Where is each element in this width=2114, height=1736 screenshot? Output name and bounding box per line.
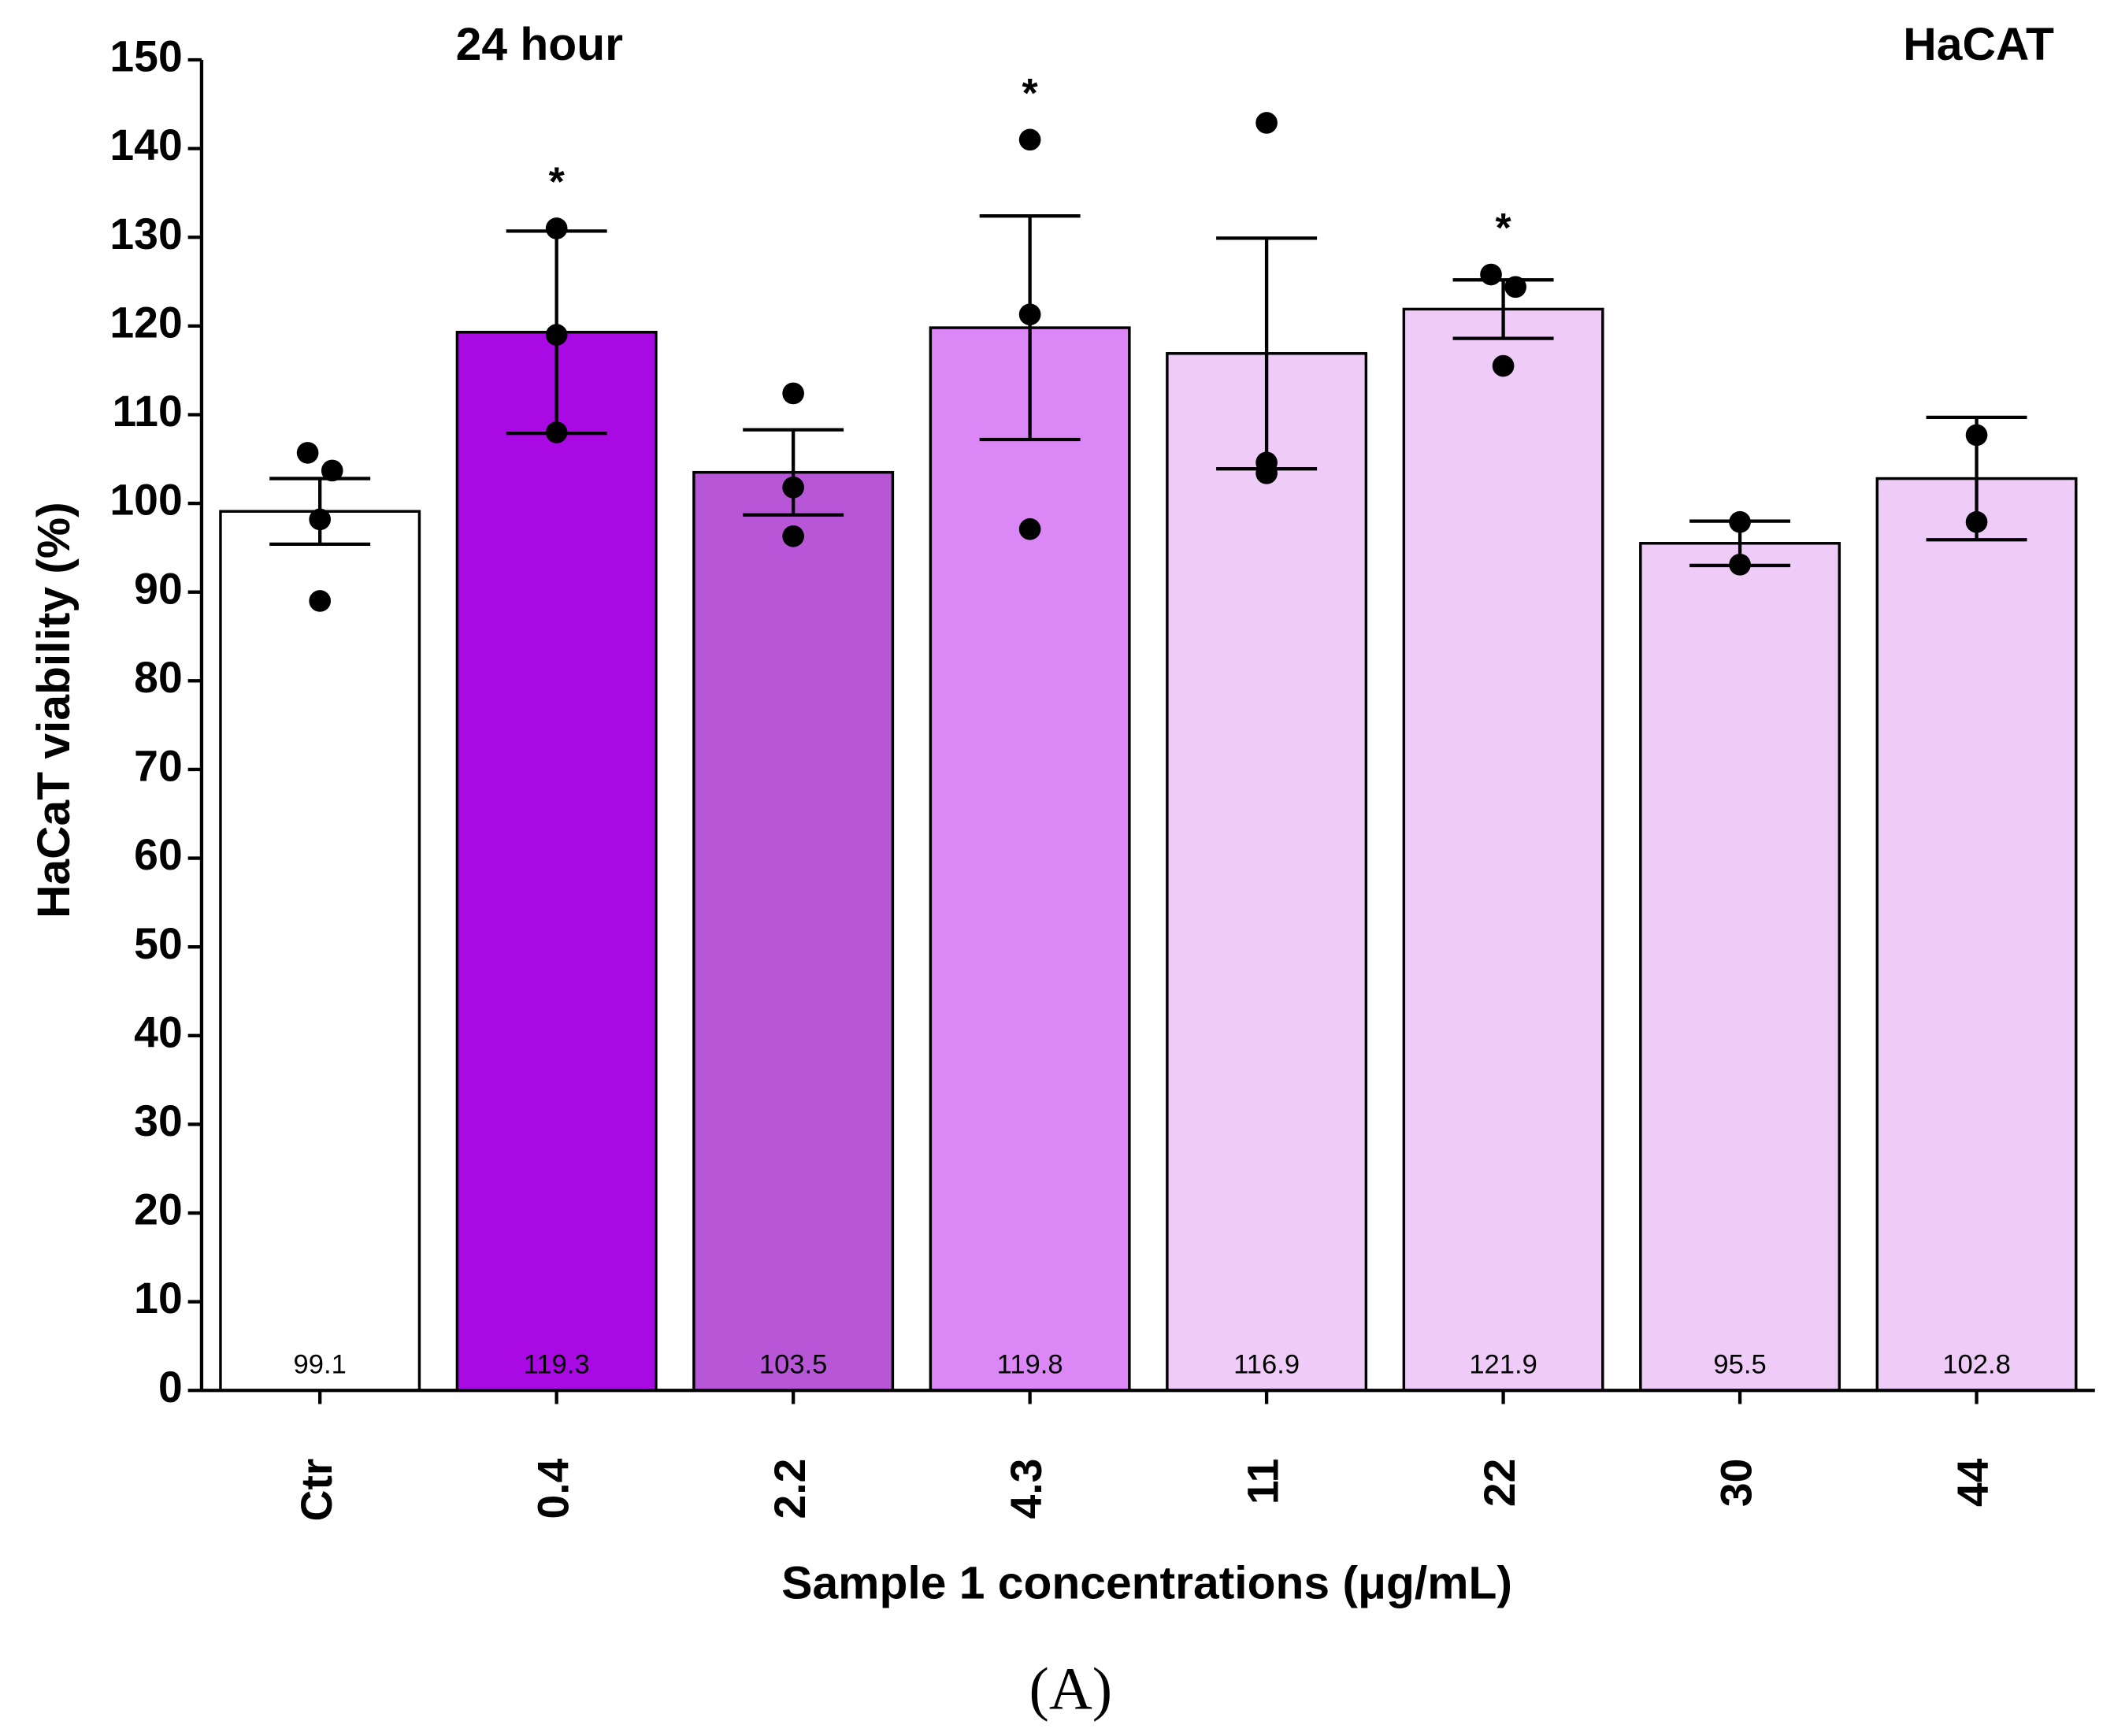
significance-marker: *	[1495, 205, 1511, 250]
y-tick-label: 0	[158, 1363, 183, 1411]
chart-subtitle: HaCAT	[1903, 19, 2054, 70]
bar	[692, 470, 895, 1392]
x-tick-label: 30	[1712, 1459, 1761, 1507]
y-tick-label: 80	[134, 653, 183, 702]
y-tick-label: 40	[134, 1007, 183, 1056]
value-label: 102.8	[1942, 1349, 2011, 1379]
y-tick-label: 100	[109, 476, 182, 525]
chart-title: 24 hour	[456, 19, 623, 70]
x-tick-label: Ctr	[292, 1459, 341, 1522]
data-point	[1965, 510, 1988, 533]
value-label: 99.1	[294, 1349, 347, 1379]
y-tick-label: 140	[109, 121, 182, 169]
bar	[455, 331, 658, 1392]
data-point	[545, 324, 568, 346]
data-point	[1504, 276, 1526, 299]
data-point	[1018, 517, 1041, 540]
bar	[1639, 542, 1841, 1392]
significance-marker: *	[549, 158, 566, 204]
data-point	[1018, 128, 1041, 151]
y-tick-label: 110	[112, 387, 182, 436]
bar	[1402, 307, 1604, 1393]
y-axis-label: HaCaT viability (%)	[28, 502, 80, 918]
y-tick-label: 50	[134, 919, 183, 968]
data-point	[782, 382, 804, 405]
data-point	[1255, 462, 1278, 484]
y-tick-label: 60	[134, 830, 183, 879]
x-tick-label: 44	[1949, 1458, 1997, 1507]
data-point	[1480, 263, 1502, 286]
data-point	[1018, 303, 1041, 326]
value-label: 95.5	[1713, 1349, 1766, 1379]
error-bar	[979, 214, 1081, 442]
data-point	[1729, 510, 1751, 533]
error-bar	[1452, 278, 1554, 340]
y-tick-label: 30	[134, 1096, 183, 1145]
x-axis-label: Sample 1 concentrations (μg/mL)	[781, 1558, 1512, 1609]
bar	[929, 326, 1131, 1393]
y-tick-label: 150	[109, 32, 182, 81]
value-label: 121.9	[1469, 1349, 1537, 1379]
significance-marker: *	[1022, 70, 1039, 116]
y-tick-label: 70	[134, 742, 183, 791]
x-tick-label: 22	[1475, 1459, 1524, 1507]
data-point	[309, 590, 332, 612]
y-tick-label: 10	[134, 1274, 183, 1322]
x-tick-label: 2.2	[766, 1459, 814, 1519]
data-point	[782, 525, 804, 547]
caption: (A)	[1029, 1656, 1112, 1723]
y-tick-label: 130	[109, 210, 182, 258]
data-point	[1729, 553, 1751, 576]
data-point	[545, 217, 568, 239]
data-point	[782, 477, 804, 499]
y-tick-label: 90	[134, 564, 183, 613]
data-point	[1492, 354, 1515, 377]
x-tick-label: 11	[1239, 1459, 1288, 1504]
x-tick-label: 4.3	[1002, 1459, 1051, 1519]
x-tick-label: 0.4	[528, 1458, 577, 1519]
data-point	[1965, 424, 1988, 447]
data-point	[321, 459, 343, 482]
data-point	[296, 442, 319, 464]
bar	[1875, 477, 2078, 1392]
bar	[219, 510, 421, 1393]
data-point	[545, 421, 568, 443]
value-label: 116.9	[1233, 1349, 1300, 1379]
value-label: 119.3	[524, 1349, 590, 1379]
y-tick-label: 120	[109, 298, 182, 347]
y-tick-label: 20	[134, 1185, 183, 1234]
value-label: 103.5	[759, 1349, 828, 1379]
bar	[1166, 352, 1368, 1392]
value-label: 119.8	[997, 1349, 1063, 1379]
data-point	[309, 508, 332, 531]
error-bar	[743, 428, 844, 517]
data-point	[1255, 112, 1278, 134]
